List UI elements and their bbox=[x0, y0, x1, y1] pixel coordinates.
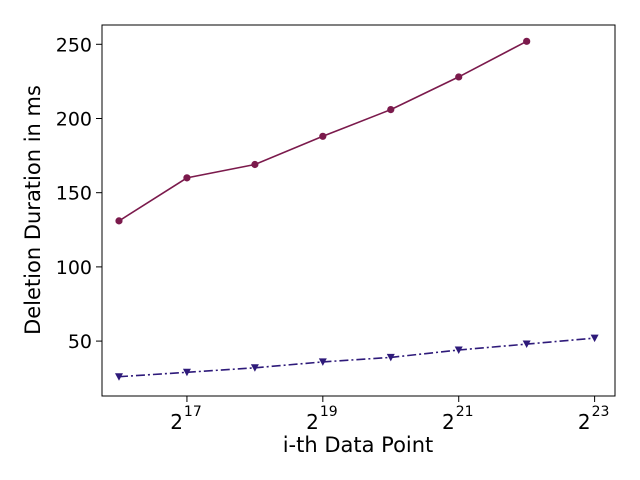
x-tick-base: 2 bbox=[170, 410, 183, 434]
series-1 bbox=[115, 37, 531, 225]
series-layer bbox=[114, 37, 599, 381]
y-tick-label: 50 bbox=[68, 331, 92, 353]
series-1-point bbox=[387, 105, 395, 114]
x-axis-label: i-th Data Point bbox=[283, 433, 434, 457]
x-tick-label: 2 17 bbox=[170, 404, 202, 434]
y-tick-label: 150 bbox=[56, 183, 92, 205]
x-tick-label: 2 21 bbox=[442, 404, 474, 434]
y-axis-ticks: 50 100 150 200 250 bbox=[56, 34, 102, 353]
x-tick-base: 2 bbox=[306, 410, 319, 434]
series-1-point bbox=[455, 73, 463, 81]
y-tick-label: 200 bbox=[56, 108, 92, 130]
y-tick-label: 250 bbox=[56, 34, 92, 56]
series-1-point bbox=[319, 132, 327, 140]
x-tick-exponent: 21 bbox=[456, 404, 474, 420]
x-axis-ticks: 2 17 2 19 2 21 2 23 bbox=[170, 396, 609, 434]
x-tick-base: 2 bbox=[578, 410, 591, 434]
series-2-point bbox=[454, 346, 463, 354]
series-2-line bbox=[118, 337, 595, 378]
series-2-point bbox=[590, 334, 599, 343]
series-1-point bbox=[115, 217, 123, 225]
x-tick-label: 2 23 bbox=[578, 404, 610, 434]
series-1-point bbox=[523, 37, 531, 45]
series-2-point bbox=[182, 368, 191, 377]
x-tick-exponent: 19 bbox=[320, 404, 338, 420]
y-axis-label: Deletion Duration in ms bbox=[21, 85, 45, 335]
series-1-point bbox=[251, 160, 259, 169]
x-tick-exponent: 23 bbox=[592, 404, 610, 420]
plot-area bbox=[101, 24, 616, 397]
series-2-point bbox=[250, 364, 259, 372]
series-1-point bbox=[183, 174, 191, 182]
series-2-point bbox=[318, 358, 327, 366]
series-2-point bbox=[114, 373, 123, 381]
y-tick-label: 100 bbox=[56, 257, 92, 279]
series-2-point bbox=[386, 353, 395, 362]
x-tick-label: 2 19 bbox=[306, 404, 338, 434]
series-2-point bbox=[522, 340, 531, 349]
x-tick-base: 2 bbox=[442, 410, 455, 434]
series-2 bbox=[114, 334, 599, 381]
x-tick-exponent: 17 bbox=[184, 404, 202, 420]
